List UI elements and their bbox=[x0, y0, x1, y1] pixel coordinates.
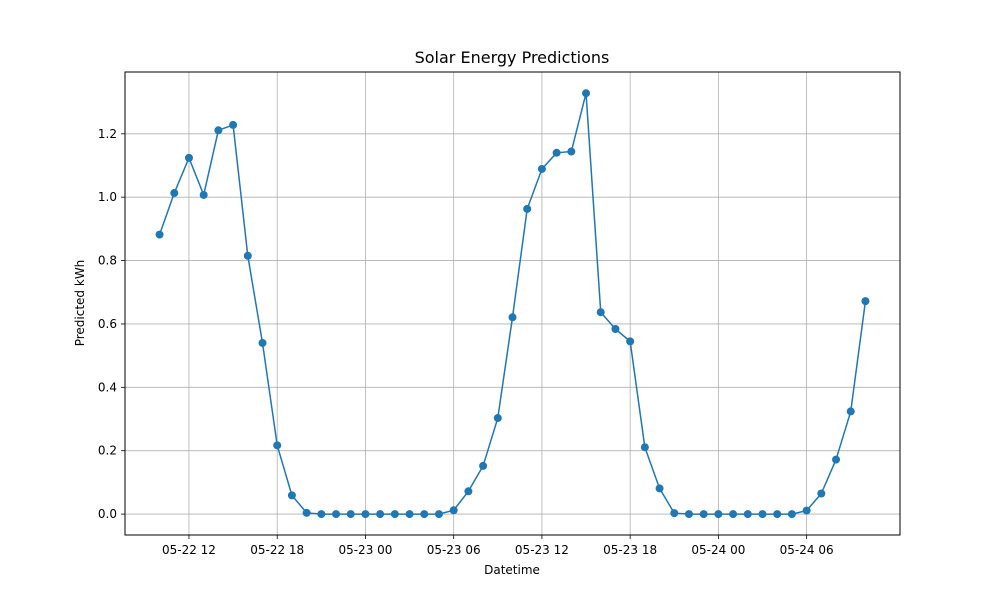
data-point bbox=[699, 510, 708, 519]
series-layer bbox=[155, 89, 870, 519]
data-point bbox=[317, 510, 326, 519]
data-point bbox=[449, 506, 458, 515]
data-point bbox=[758, 510, 767, 519]
x-tick-label: 05-22 12 bbox=[162, 543, 216, 557]
chart-title: Solar Energy Predictions bbox=[415, 48, 610, 67]
data-point bbox=[493, 414, 502, 423]
data-point bbox=[861, 297, 870, 306]
data-point bbox=[832, 455, 841, 464]
y-tick-label: 0.2 bbox=[98, 444, 117, 458]
data-point bbox=[361, 510, 370, 519]
data-point bbox=[155, 230, 164, 239]
data-point bbox=[170, 189, 179, 198]
data-point bbox=[714, 510, 723, 519]
data-point bbox=[626, 337, 635, 346]
data-point bbox=[846, 407, 855, 416]
data-point bbox=[434, 510, 443, 519]
data-point bbox=[582, 89, 591, 98]
data-point bbox=[729, 510, 738, 519]
y-tick-label: 0.4 bbox=[98, 380, 117, 394]
grid-lines bbox=[125, 72, 900, 535]
data-point bbox=[640, 443, 649, 452]
y-tick-label: 1.2 bbox=[98, 127, 117, 141]
x-tick-label: 05-23 12 bbox=[515, 543, 569, 557]
data-point bbox=[537, 164, 546, 173]
data-point bbox=[302, 508, 311, 517]
data-point bbox=[243, 251, 252, 260]
x-tick-label: 05-24 06 bbox=[780, 543, 834, 557]
data-point bbox=[523, 204, 532, 213]
data-point bbox=[390, 510, 399, 519]
data-point bbox=[684, 510, 693, 519]
data-point bbox=[405, 510, 414, 519]
data-point bbox=[346, 510, 355, 519]
data-point bbox=[611, 325, 620, 334]
y-tick-label: 1.0 bbox=[98, 190, 117, 204]
x-tick-label: 05-24 00 bbox=[691, 543, 745, 557]
data-point bbox=[229, 120, 238, 129]
data-point bbox=[273, 441, 282, 450]
y-axis-label: Predicted kWh bbox=[73, 260, 87, 347]
axis-ticks: 05-22 12 05-22 18 05-23 00 05-23 06 05-23 12… bbox=[98, 127, 834, 557]
data-point bbox=[802, 506, 811, 515]
data-point bbox=[258, 338, 267, 347]
data-point bbox=[552, 148, 561, 157]
data-point bbox=[655, 484, 664, 493]
data-point bbox=[376, 510, 385, 519]
data-point bbox=[787, 510, 796, 519]
data-point bbox=[743, 510, 752, 519]
x-axis-label: Datetime bbox=[484, 563, 540, 577]
data-point bbox=[508, 313, 517, 322]
data-point bbox=[817, 489, 826, 498]
plot-area-frame bbox=[124, 71, 901, 536]
y-tick-label: 0.8 bbox=[98, 254, 117, 268]
data-point bbox=[184, 153, 193, 162]
y-tick-label: 0.6 bbox=[98, 317, 117, 331]
y-tick-label: 0.0 bbox=[98, 507, 117, 521]
data-point bbox=[199, 190, 208, 199]
data-point bbox=[464, 487, 473, 496]
data-point bbox=[596, 308, 605, 317]
x-tick-label: 05-23 06 bbox=[427, 543, 481, 557]
x-tick-label: 05-22 18 bbox=[250, 543, 304, 557]
data-point bbox=[287, 491, 296, 500]
x-tick-label: 05-23 18 bbox=[603, 543, 657, 557]
data-point bbox=[420, 510, 429, 519]
data-point bbox=[332, 510, 341, 519]
data-point bbox=[773, 510, 782, 519]
data-point bbox=[567, 147, 576, 156]
data-point bbox=[214, 126, 223, 135]
x-tick-label: 05-23 00 bbox=[338, 543, 392, 557]
data-point bbox=[670, 509, 679, 518]
data-point bbox=[479, 461, 488, 470]
